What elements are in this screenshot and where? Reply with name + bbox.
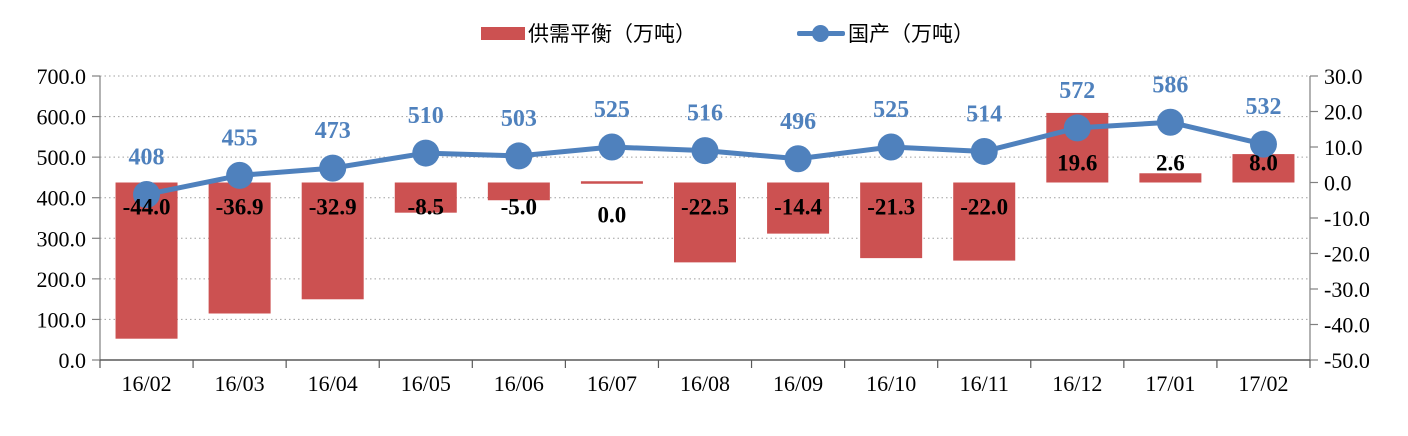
bar-data-label: 0.0 xyxy=(598,203,627,228)
line-data-label: 514 xyxy=(966,101,1002,127)
legend-line-label: 国产（万吨） xyxy=(848,22,974,46)
domestic-marker xyxy=(412,139,440,167)
line-data-label: 455 xyxy=(222,125,258,151)
bar-data-label: -14.4 xyxy=(774,195,822,220)
bar-data-label: -22.5 xyxy=(681,195,729,220)
x-axis-tick-label: 16/07 xyxy=(587,371,637,396)
legend-bar-swatch xyxy=(481,26,525,40)
supply-balance-bar xyxy=(394,182,457,213)
x-axis-tick-label: 16/05 xyxy=(401,371,451,396)
domestic-marker xyxy=(598,133,626,161)
legend-item-supply-balance: 供需平衡（万吨） xyxy=(481,19,696,47)
bar-data-label: -22.0 xyxy=(960,195,1008,220)
line-data-label: 503 xyxy=(501,106,537,132)
supply-balance-zero-bar xyxy=(580,181,643,184)
y-axis-right-tick-label: -20.0 xyxy=(1324,242,1370,267)
domestic-marker xyxy=(784,145,812,173)
supply-balance-bar xyxy=(115,182,178,339)
x-axis-tick-label: 17/01 xyxy=(1145,371,1195,396)
y-axis-right-tick-label: 30.0 xyxy=(1324,64,1363,89)
x-axis-tick-label: 16/08 xyxy=(680,371,730,396)
y-axis-left-tick-label: 500.0 xyxy=(37,145,87,170)
y-axis-left-tick-label: 100.0 xyxy=(37,307,87,332)
line-data-label: 496 xyxy=(780,109,816,135)
line-data-label: 525 xyxy=(873,97,909,123)
supply-balance-bar xyxy=(953,182,1016,261)
supply-balance-bar xyxy=(767,182,830,234)
bar-data-label: -21.3 xyxy=(867,195,915,220)
y-axis-left-tick-label: 600.0 xyxy=(37,105,87,130)
bar-data-label: -5.0 xyxy=(501,195,537,220)
supply-balance-bar xyxy=(860,182,923,259)
line-data-label: 473 xyxy=(315,118,351,144)
y-axis-right-tick-label: 10.0 xyxy=(1324,135,1363,160)
x-axis-tick-label: 16/12 xyxy=(1052,371,1102,396)
line-data-label: 532 xyxy=(1245,94,1281,120)
bar-data-label: -8.5 xyxy=(408,195,444,220)
bar-data-label: 8.0 xyxy=(1249,151,1278,176)
domestic-marker xyxy=(226,161,254,189)
x-axis-tick-label: 16/06 xyxy=(494,371,544,396)
line-data-label: 586 xyxy=(1152,72,1188,98)
x-axis-tick-label: 16/10 xyxy=(866,371,916,396)
domestic-marker xyxy=(1249,130,1277,158)
domestic-marker xyxy=(319,154,347,182)
bar-data-label: 19.6 xyxy=(1057,151,1097,176)
y-axis-right-tick-label: -50.0 xyxy=(1324,348,1370,373)
y-axis-left-tick-label: 300.0 xyxy=(37,226,87,251)
domestic-marker xyxy=(133,180,161,208)
legend-item-domestic: 国产（万吨） xyxy=(797,19,974,47)
supply-balance-bar xyxy=(208,182,271,314)
line-data-label: 516 xyxy=(687,101,723,127)
line-data-label: 525 xyxy=(594,97,630,123)
supply-balance-bar xyxy=(674,182,736,263)
domestic-marker xyxy=(691,137,719,165)
x-axis-tick-label: 16/09 xyxy=(773,371,823,396)
line-data-label: 510 xyxy=(408,103,444,129)
bar-data-label: -36.9 xyxy=(216,195,264,220)
x-axis-tick-label: 16/03 xyxy=(215,371,265,396)
supply-balance-bar xyxy=(1139,173,1202,183)
domestic-marker xyxy=(970,137,998,165)
y-axis-right-tick-label: -30.0 xyxy=(1324,277,1370,302)
y-axis-right-tick-label: -10.0 xyxy=(1324,206,1370,231)
y-axis-left-tick-label: 400.0 xyxy=(37,186,87,211)
y-axis-right-tick-label: 20.0 xyxy=(1324,100,1363,125)
line-data-label: 408 xyxy=(129,144,165,170)
bar-data-label: -44.0 xyxy=(123,195,171,220)
domestic-marker xyxy=(1063,114,1091,142)
domestic-marker xyxy=(877,133,905,161)
bar-data-label: -32.9 xyxy=(309,195,357,220)
bar-data-label: 2.6 xyxy=(1156,151,1185,176)
domestic-marker xyxy=(1156,108,1184,136)
legend-line-swatch xyxy=(797,24,845,42)
y-axis-right-tick-label: -40.0 xyxy=(1324,313,1370,338)
x-axis-tick-label: 16/02 xyxy=(121,371,171,396)
supply-balance-bar xyxy=(301,182,364,300)
x-axis-tick-label: 17/02 xyxy=(1238,371,1288,396)
y-axis-left-tick-label: 700.0 xyxy=(37,64,87,89)
supply-balance-bar xyxy=(487,182,550,201)
y-axis-right-tick-label: 0.0 xyxy=(1324,171,1352,196)
x-axis-tick-label: 16/11 xyxy=(960,371,1009,396)
y-axis-left-tick-label: 0.0 xyxy=(59,348,87,373)
supply-balance-bar xyxy=(1232,154,1295,183)
domestic-marker xyxy=(505,142,533,170)
x-axis-tick-label: 16/04 xyxy=(308,371,358,396)
line-data-label: 572 xyxy=(1059,78,1095,104)
y-axis-left-tick-label: 200.0 xyxy=(37,267,87,292)
legend-bar-label: 供需平衡（万吨） xyxy=(528,22,696,46)
